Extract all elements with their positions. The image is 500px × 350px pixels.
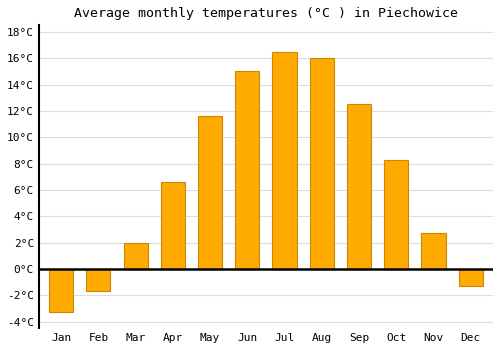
Bar bbox=[49, 269, 73, 313]
Bar bbox=[347, 104, 371, 269]
Bar bbox=[198, 116, 222, 269]
Bar bbox=[86, 269, 110, 291]
Bar bbox=[384, 160, 408, 269]
Bar bbox=[310, 58, 334, 269]
Bar bbox=[124, 243, 148, 269]
Bar bbox=[422, 233, 446, 269]
Bar bbox=[160, 182, 185, 269]
Bar bbox=[235, 71, 260, 269]
Bar bbox=[458, 269, 483, 286]
Title: Average monthly temperatures (°C ) in Piechowice: Average monthly temperatures (°C ) in Pi… bbox=[74, 7, 458, 20]
Bar bbox=[272, 51, 296, 269]
